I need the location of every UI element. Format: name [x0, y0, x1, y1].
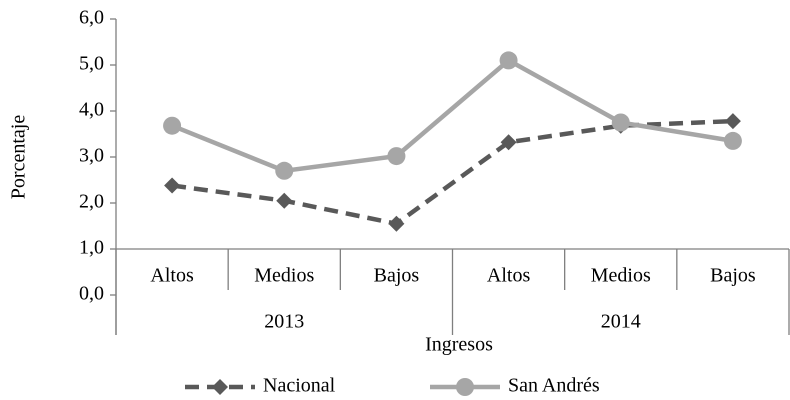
x-tick-label: Altos [487, 265, 531, 287]
group-label: 2013 [264, 311, 304, 333]
x-axis-label: Ingresos [425, 334, 493, 356]
data-point [387, 147, 406, 166]
x-tick-label: Bajos [374, 265, 420, 287]
legend-label: San Andrés [508, 375, 600, 397]
x-tick-label: Medios [591, 265, 651, 287]
data-point [499, 51, 518, 70]
y-tick-label: 1,0 [79, 237, 104, 259]
data-point [275, 161, 294, 180]
legend-label: Nacional [263, 375, 336, 397]
data-point [500, 134, 517, 151]
series-line [171, 57, 734, 174]
y-axis-label: Porcentaje [8, 115, 30, 200]
y-tick-label: 2,0 [79, 191, 104, 213]
legend-marker [212, 379, 228, 395]
data-point [276, 192, 293, 209]
data-point [388, 215, 405, 232]
data-point [163, 116, 182, 135]
x-tick-label: Altos [150, 265, 194, 287]
series-line [171, 118, 734, 227]
data-point [723, 131, 742, 150]
x-tick-label: Bajos [710, 265, 756, 287]
data-point [164, 177, 181, 194]
y-tick-label: 4,0 [79, 99, 104, 121]
legend-marker [456, 378, 474, 396]
data-point [611, 113, 630, 132]
group-label: 2014 [601, 311, 641, 333]
data-point [724, 113, 741, 130]
x-tick-label: Medios [254, 265, 314, 287]
y-tick-label: 5,0 [79, 53, 104, 75]
y-tick-label: 0,0 [79, 283, 104, 305]
y-tick-label: 3,0 [79, 145, 104, 167]
y-tick-label: 6,0 [79, 7, 104, 29]
